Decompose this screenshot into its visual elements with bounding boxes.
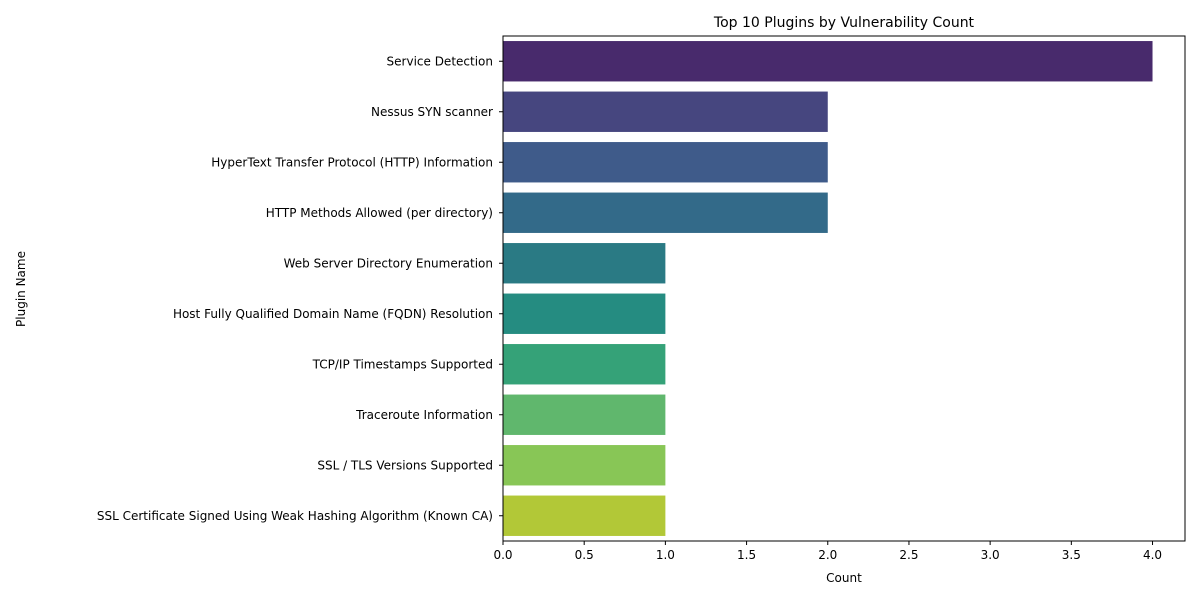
x-tick-label: 0.5 [575, 548, 594, 562]
bars-group [503, 41, 1153, 536]
y-tick-label: SSL / TLS Versions Supported [317, 458, 493, 472]
y-tick-label: SSL Certificate Signed Using Weak Hashin… [97, 509, 493, 523]
x-tick-label: 0.0 [493, 548, 512, 562]
y-tick-label: Web Server Directory Enumeration [284, 256, 493, 270]
y-tick-label: TCP/IP Timestamps Supported [312, 357, 493, 371]
chart-title: Top 10 Plugins by Vulnerability Count [713, 15, 975, 31]
bar-1 [503, 41, 1153, 82]
x-axis-label: Count [826, 571, 862, 585]
y-tick-label: Nessus SYN scanner [371, 105, 493, 119]
y-tick-label: Service Detection [387, 54, 493, 68]
x-tick-label: 2.0 [818, 548, 837, 562]
x-tick-label: 2.5 [899, 548, 918, 562]
bar-2 [503, 91, 828, 132]
y-tick-label: HyperText Transfer Protocol (HTTP) Infor… [211, 155, 493, 169]
y-axis-label: Plugin Name [14, 251, 28, 327]
y-tick-labels: Service Detection Nessus SYN scanner Hyper… [97, 54, 503, 523]
x-tick-label: 3.0 [981, 548, 1000, 562]
x-tick-label: 1.0 [656, 548, 675, 562]
y-tick-label: Traceroute Information [355, 408, 493, 422]
x-tick-label: 1.5 [737, 548, 756, 562]
bar-6 [503, 293, 666, 334]
y-tick-label: Host Fully Qualified Domain Name (FQDN) … [173, 307, 493, 321]
bar-9 [503, 445, 666, 486]
bar-8 [503, 394, 666, 435]
x-tick-label: 3.5 [1062, 548, 1081, 562]
bar-10 [503, 495, 666, 536]
bar-3 [503, 142, 828, 183]
bar-5 [503, 243, 666, 284]
bar-4 [503, 192, 828, 233]
bar-7 [503, 344, 666, 385]
x-ticks: 0.0 0.5 1.0 1.5 2.0 2.5 3.0 3.5 4.0 [493, 541, 1162, 562]
y-tick-label: HTTP Methods Allowed (per directory) [266, 206, 493, 220]
x-tick-label: 4.0 [1143, 548, 1162, 562]
plot-frame [502, 35, 1186, 542]
